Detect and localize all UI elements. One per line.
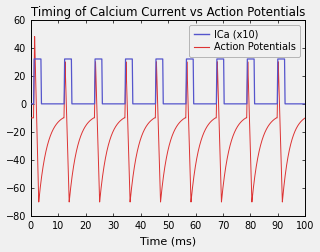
X-axis label: Time (ms): Time (ms) [140,236,196,246]
Title: Timing of Calcium Current vs Action Potentials: Timing of Calcium Current vs Action Pote… [31,6,305,19]
Legend: ICa (x10), Action Potentials: ICa (x10), Action Potentials [189,25,300,57]
